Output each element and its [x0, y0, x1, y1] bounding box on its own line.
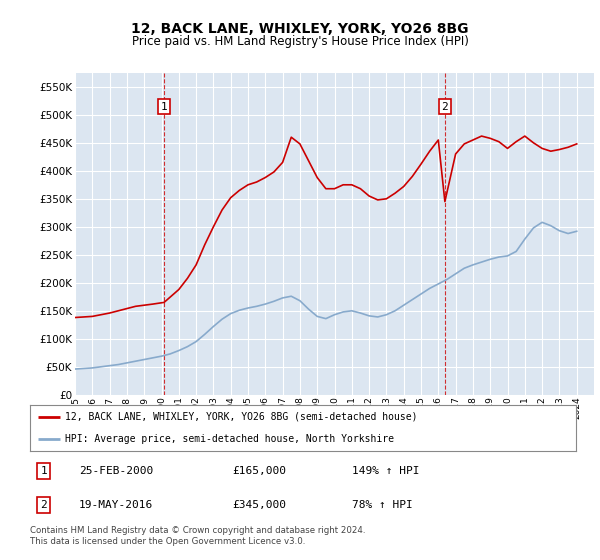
Text: 1: 1 [161, 101, 167, 111]
Text: 25-FEB-2000: 25-FEB-2000 [79, 466, 154, 476]
Text: HPI: Average price, semi-detached house, North Yorkshire: HPI: Average price, semi-detached house,… [65, 434, 394, 444]
Text: Price paid vs. HM Land Registry's House Price Index (HPI): Price paid vs. HM Land Registry's House … [131, 35, 469, 48]
Text: Contains HM Land Registry data © Crown copyright and database right 2024.
This d: Contains HM Land Registry data © Crown c… [30, 526, 365, 546]
Text: 1: 1 [40, 466, 47, 476]
Text: 19-MAY-2016: 19-MAY-2016 [79, 500, 154, 510]
Text: 12, BACK LANE, WHIXLEY, YORK, YO26 8BG (semi-detached house): 12, BACK LANE, WHIXLEY, YORK, YO26 8BG (… [65, 412, 418, 422]
Text: 149% ↑ HPI: 149% ↑ HPI [352, 466, 419, 476]
Text: £165,000: £165,000 [232, 466, 286, 476]
Text: £345,000: £345,000 [232, 500, 286, 510]
Text: 78% ↑ HPI: 78% ↑ HPI [352, 500, 413, 510]
Text: 2: 2 [40, 500, 47, 510]
Text: 2: 2 [442, 101, 448, 111]
Text: 12, BACK LANE, WHIXLEY, YORK, YO26 8BG: 12, BACK LANE, WHIXLEY, YORK, YO26 8BG [131, 22, 469, 36]
